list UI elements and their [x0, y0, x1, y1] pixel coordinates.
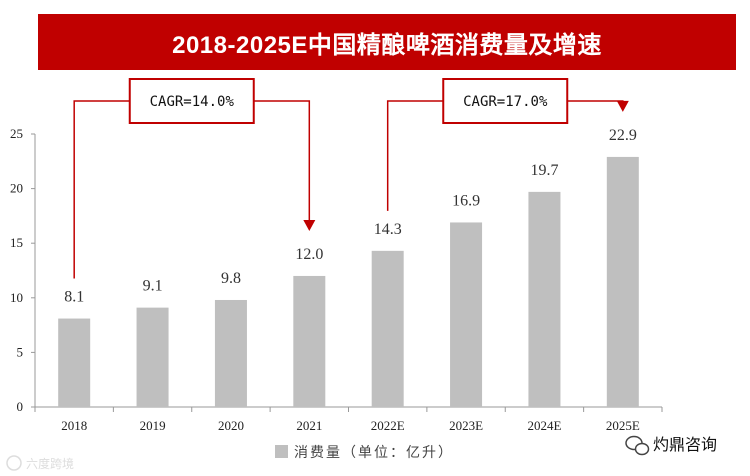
watermark-right: 灼鼎咨询: [625, 435, 717, 456]
bar: [528, 191, 561, 407]
x-tick-label: 2018: [61, 418, 87, 433]
data-label: 19.7: [530, 162, 558, 179]
cagr-annotations: CAGR=14.0% CAGR=17.0%: [73, 78, 629, 279]
y-ticks: 0 5 10 15 20 25: [10, 126, 35, 414]
cagr-box: [128, 78, 255, 124]
x-tick-label: 2023E: [449, 418, 483, 433]
axes: [34, 134, 662, 408]
legend-label: 消费量（单位：亿升）: [294, 445, 454, 461]
legend: 消费量（单位：亿升）: [275, 445, 454, 461]
y-tick-label: 20: [10, 181, 23, 196]
bar: [58, 318, 91, 407]
cagr-connector-line: [73, 100, 311, 279]
x-tick-label: 2022E: [371, 418, 405, 433]
bar: [136, 307, 169, 407]
data-label: 9.1: [143, 278, 163, 295]
cagr-label: CAGR=17.0%: [463, 94, 548, 110]
x-tick-label: 2024E: [527, 418, 561, 433]
data-labels: 8.1 9.1 9.8 12.0 14.3 16.9 19.7 22.9: [64, 127, 637, 306]
chart-title: 2018-2025E中国精酿啤酒消费量及增速: [38, 14, 736, 70]
watermark-left-text: 六度跨境: [26, 456, 74, 471]
bar: [371, 250, 404, 407]
y-tick-label: 0: [17, 399, 24, 414]
y-tick-label: 25: [10, 126, 23, 141]
y-tick-label: 5: [17, 344, 24, 359]
bar: [214, 299, 247, 407]
y-tick-label: 10: [10, 290, 23, 305]
bar: [606, 156, 639, 407]
watermark-logo-icon: [6, 455, 22, 471]
cagr-box: [442, 78, 569, 124]
data-label: 9.8: [221, 270, 241, 287]
bar: [293, 275, 326, 407]
x-ticks: 2018 2019 2020 2021 2022E 2023E 2024E 2025E: [34, 407, 663, 433]
cagr-arrowhead: [616, 100, 629, 112]
x-tick-label: 2021: [296, 418, 322, 433]
data-label: 14.3: [374, 221, 402, 238]
cagr-label: CAGR=14.0%: [150, 94, 235, 110]
x-tick-label: 2025E: [606, 418, 640, 433]
bars: [58, 156, 639, 407]
watermark-left: 六度跨境: [6, 455, 74, 471]
x-tick-label: 2019: [140, 418, 166, 433]
data-label: 16.9: [452, 192, 480, 209]
data-label: 12.0: [295, 246, 323, 263]
watermark-right-text: 灼鼎咨询: [653, 435, 717, 454]
legend-swatch: [275, 445, 288, 458]
wechat-icon: [625, 435, 650, 456]
bar: [450, 222, 483, 407]
data-label: 8.1: [64, 289, 84, 306]
x-tick-label: 2020: [218, 418, 244, 433]
data-label: 22.9: [609, 127, 637, 144]
y-tick-label: 15: [10, 235, 23, 250]
cagr-arrowhead: [303, 219, 316, 231]
